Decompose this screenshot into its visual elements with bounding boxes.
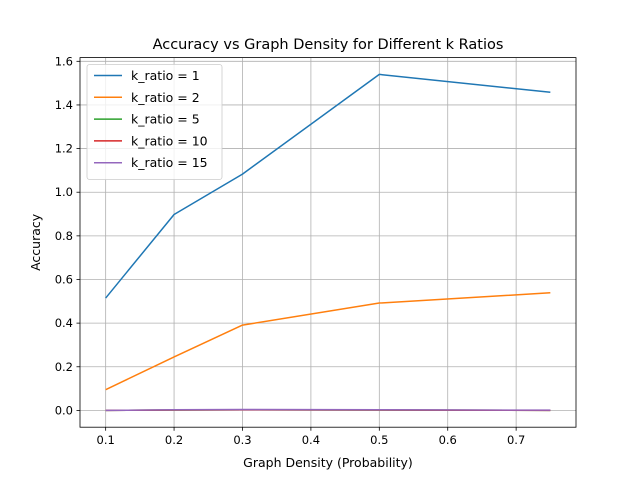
legend: k_ratio = 1 k_ratio = 2 k_ratio = 5 k_ratio… xyxy=(86,64,223,180)
axis-ticks: 0.1 0.2 0.3 0.4 0.5 0.6 0.7 0.0 0.2 0.4 0.6 0.8 1.0 1… xyxy=(55,54,526,447)
legend-label: k_ratio = 10 xyxy=(131,133,208,148)
series-line-1 xyxy=(105,73,551,299)
legend-box xyxy=(86,64,223,180)
plot-area-frame xyxy=(79,57,577,428)
x-tick-label: 0.6 xyxy=(439,433,457,447)
y-tick-label: 0.8 xyxy=(55,229,73,243)
y-axis-label: Accuracy xyxy=(28,213,43,271)
chart-title: Accuracy vs Graph Density for Different … xyxy=(153,37,504,53)
legend-label: k_ratio = 1 xyxy=(131,68,200,83)
x-tick-label: 0.2 xyxy=(165,433,183,447)
y-tick-label: 1.6 xyxy=(55,54,73,68)
series-line-2 xyxy=(105,292,551,391)
x-tick-label: 0.3 xyxy=(233,433,251,447)
grid xyxy=(80,57,576,428)
x-tick-label: 0.7 xyxy=(507,433,525,447)
legend-label: k_ratio = 5 xyxy=(131,112,200,127)
y-tick-label: 1.0 xyxy=(55,185,73,199)
x-tick-label: 0.5 xyxy=(370,433,388,447)
legend-label: k_ratio = 2 xyxy=(131,90,200,105)
y-tick-label: 1.2 xyxy=(55,142,73,156)
x-tick-label: 0.1 xyxy=(97,433,115,447)
legend-label: k_ratio = 15 xyxy=(131,155,208,170)
y-tick-label: 0.0 xyxy=(55,403,73,417)
series-line-5 xyxy=(105,408,551,412)
y-tick-label: 0.6 xyxy=(55,272,73,286)
y-tick-label: 0.2 xyxy=(55,360,73,374)
x-axis-label: Graph Density (Probability) xyxy=(243,455,413,470)
y-tick-label: 0.4 xyxy=(55,316,73,330)
y-tick-label: 1.4 xyxy=(55,98,73,112)
x-tick-label: 0.4 xyxy=(302,433,320,447)
series-lines xyxy=(105,73,551,412)
